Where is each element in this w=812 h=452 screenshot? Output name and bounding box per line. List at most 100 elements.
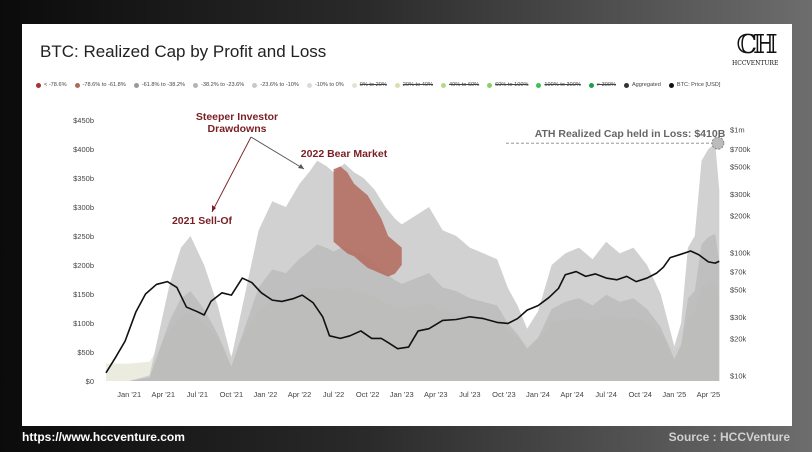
x-tick-label: Apr '25 bbox=[697, 390, 721, 399]
legend-item[interactable]: > 300% bbox=[588, 82, 616, 88]
ath-marker bbox=[711, 136, 725, 150]
x-tick-label: Jan '21 bbox=[117, 390, 141, 399]
legend-swatch bbox=[36, 82, 41, 88]
x-tick-label: Jan '22 bbox=[253, 390, 277, 399]
legend-swatch bbox=[351, 82, 357, 88]
annotation-steeper: Steeper Investor bbox=[196, 111, 278, 123]
y-left-tick-label: $200b bbox=[73, 261, 94, 270]
logo-text: HCCVENTURE bbox=[732, 60, 779, 67]
legend-item[interactable]: -38.2% to -23.6% bbox=[193, 82, 244, 88]
legend-label: 0% to 20% bbox=[359, 82, 387, 88]
x-tick-label: Jul '24 bbox=[595, 390, 616, 399]
legend-item[interactable]: -10% to 0% bbox=[306, 82, 344, 88]
legend-label: -78.6% to -61.8% bbox=[82, 82, 126, 88]
x-tick-label: Jan '23 bbox=[390, 390, 414, 399]
x-tick-label: Jan '25 bbox=[662, 390, 686, 399]
legend-swatch bbox=[668, 82, 674, 88]
y-left-tick-label: $400b bbox=[73, 145, 94, 154]
legend-label: > 300% bbox=[596, 82, 616, 88]
y-left-tick-label: $0 bbox=[86, 377, 94, 386]
y-right-tick-label: $1m bbox=[730, 126, 745, 135]
y-right-tick-label: $300k bbox=[730, 190, 751, 199]
legend-swatch bbox=[133, 82, 139, 88]
legend-label: 20% to 40% bbox=[402, 82, 433, 88]
y-left-tick-label: $450b bbox=[73, 116, 94, 125]
legend-label: -23.6% to -10% bbox=[260, 82, 299, 88]
legend-item[interactable]: Aggregated bbox=[623, 82, 661, 88]
legend-item[interactable]: -23.6% to -10% bbox=[252, 82, 299, 88]
footer-source: Source : HCCVenture bbox=[668, 430, 790, 444]
y-right-tick-label: $30k bbox=[730, 313, 747, 322]
annotation-arrow bbox=[250, 136, 305, 170]
x-tick-label: Apr '24 bbox=[560, 390, 584, 399]
y-left-tick-label: $300b bbox=[73, 203, 94, 212]
legend-label: -10% to 0% bbox=[314, 82, 344, 88]
legend-swatch bbox=[306, 82, 312, 88]
x-tick-label: Oct '23 bbox=[492, 390, 516, 399]
y-left-tick-label: $50b bbox=[77, 348, 94, 357]
legend-swatch bbox=[536, 82, 542, 88]
legend-item[interactable]: -78.6% to -61.8% bbox=[74, 82, 126, 88]
y-right-tick-label: $700k bbox=[730, 145, 751, 154]
legend-label: 40% to 60% bbox=[448, 82, 480, 88]
legend-item[interactable]: 100% to 300% bbox=[536, 82, 581, 88]
legend-item[interactable]: < -78.6% bbox=[36, 82, 67, 88]
legend-swatch bbox=[623, 82, 629, 88]
legend-item[interactable]: 40% to 60% bbox=[440, 82, 480, 88]
annotation-ath: ATH Realized Cap held in Loss: $410B bbox=[535, 128, 726, 140]
x-tick-label: Apr '22 bbox=[288, 390, 312, 399]
y-right-tick-label: $500k bbox=[730, 163, 751, 172]
legend-label: 60% to 100% bbox=[495, 82, 529, 88]
legend-label: Aggregated bbox=[631, 82, 661, 88]
legend-label: BTC: Price [USD] bbox=[676, 82, 721, 88]
y-right-tick-label: $20k bbox=[730, 334, 747, 343]
y-left-tick-label: $250b bbox=[73, 232, 94, 241]
deep-loss-area bbox=[333, 166, 402, 277]
legend-swatch bbox=[394, 82, 400, 88]
annotation-arrow bbox=[211, 136, 252, 213]
annotation-bear: 2022 Bear Market bbox=[301, 148, 388, 160]
x-tick-label: Oct '24 bbox=[628, 390, 652, 399]
chart-svg: $0 $50b $100b $150b $200b $250b $300b $350b $400… bbox=[73, 111, 751, 399]
legend-swatch bbox=[440, 82, 446, 88]
x-tick-label: Apr '23 bbox=[424, 390, 448, 399]
x-tick-label: Oct '21 bbox=[220, 390, 244, 399]
loss-area bbox=[106, 143, 720, 381]
x-tick-label: Jan '24 bbox=[526, 390, 550, 399]
legend-swatch bbox=[588, 82, 594, 88]
annotation-arrowhead bbox=[298, 164, 304, 169]
annotation-selloff: 2021 Sell-Of bbox=[172, 215, 233, 227]
y-right-tick-label: $100k bbox=[730, 249, 751, 258]
y-right-tick-label: $50k bbox=[730, 286, 747, 295]
footer-url[interactable]: https://www.hccventure.com bbox=[22, 430, 185, 444]
x-tick-label: Oct '22 bbox=[356, 390, 380, 399]
y-right-tick-label: $10k bbox=[730, 371, 747, 380]
annotation-arrowhead bbox=[212, 205, 216, 212]
y-right-tick-label: $200k bbox=[730, 212, 751, 221]
legend-item[interactable]: -61.8% to -38.2% bbox=[133, 82, 186, 88]
chart-legend: < -78.6% -78.6% to -61.8% -61.8% to -38.2%… bbox=[36, 82, 776, 94]
legend-item[interactable]: 20% to 40% bbox=[394, 82, 433, 88]
x-tick-label: Jul '23 bbox=[459, 390, 480, 399]
btc-price-line bbox=[105, 250, 720, 374]
legend-label: 100% to 300% bbox=[544, 82, 581, 88]
logo-mark: ℂℍ bbox=[736, 30, 777, 60]
legend-item[interactable]: 60% to 100% bbox=[487, 82, 528, 88]
legend-swatch bbox=[193, 82, 199, 88]
annotation-steeper: Drawdowns bbox=[208, 123, 267, 135]
hccventure-logo: ℂℍ HCCVENTURE bbox=[732, 32, 778, 74]
legend-item[interactable]: 0% to 20% bbox=[351, 82, 387, 88]
x-tick-label: Jul '22 bbox=[323, 390, 344, 399]
x-tick-label: Apr '21 bbox=[151, 390, 175, 399]
legend-label: -61.8% to -38.2% bbox=[141, 82, 186, 88]
y-left-tick-label: $100b bbox=[73, 319, 94, 328]
chart-card: BTC: Realized Cap by Profit and Loss ℂℍ … bbox=[22, 24, 792, 426]
legend-item[interactable]: BTC: Price [USD] bbox=[668, 82, 721, 88]
y-left-tick-label: $350b bbox=[73, 174, 94, 183]
legend-swatch bbox=[74, 82, 80, 88]
legend-label: < -78.6% bbox=[44, 82, 67, 88]
legend-swatch bbox=[487, 82, 493, 88]
chart-title: BTC: Realized Cap by Profit and Loss bbox=[40, 42, 327, 61]
y-right-tick-label: $70k bbox=[730, 268, 747, 277]
y-left-tick-label: $150b bbox=[73, 290, 94, 299]
